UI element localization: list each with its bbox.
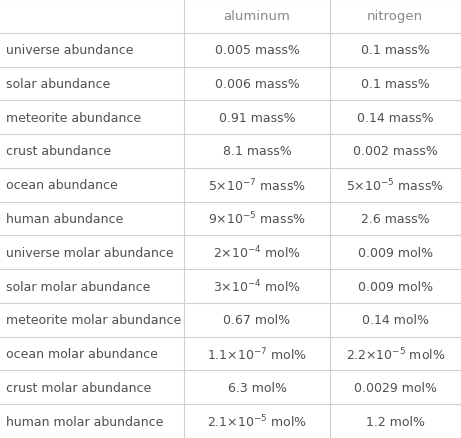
- Text: human molar abundance: human molar abundance: [6, 415, 163, 427]
- Text: 6.3 mol%: 6.3 mol%: [228, 381, 286, 394]
- Text: meteorite molar abundance: meteorite molar abundance: [6, 314, 181, 327]
- Text: crust molar abundance: crust molar abundance: [6, 381, 151, 394]
- Text: ocean molar abundance: ocean molar abundance: [6, 347, 157, 360]
- Text: $1.1{\times}10^{-7}$ mol%: $1.1{\times}10^{-7}$ mol%: [207, 346, 307, 362]
- Text: 0.006 mass%: 0.006 mass%: [215, 78, 299, 91]
- Text: crust abundance: crust abundance: [6, 145, 111, 158]
- Text: $5{\times}10^{-5}$ mass%: $5{\times}10^{-5}$ mass%: [346, 177, 444, 194]
- Text: nitrogen: nitrogen: [367, 11, 423, 23]
- Text: 0.005 mass%: 0.005 mass%: [214, 44, 300, 57]
- Text: solar abundance: solar abundance: [6, 78, 110, 91]
- Text: solar molar abundance: solar molar abundance: [6, 280, 150, 293]
- Text: 0.14 mol%: 0.14 mol%: [362, 314, 429, 327]
- Text: 2.6 mass%: 2.6 mass%: [361, 212, 430, 226]
- Text: $2{\times}10^{-4}$ mol%: $2{\times}10^{-4}$ mol%: [213, 244, 301, 261]
- Text: $2.2{\times}10^{-5}$ mol%: $2.2{\times}10^{-5}$ mol%: [346, 346, 445, 362]
- Text: $2.1{\times}10^{-5}$ mol%: $2.1{\times}10^{-5}$ mol%: [207, 413, 307, 429]
- Text: universe abundance: universe abundance: [6, 44, 133, 57]
- Text: 0.91 mass%: 0.91 mass%: [219, 111, 296, 124]
- Text: 0.1 mass%: 0.1 mass%: [361, 78, 430, 91]
- Text: 1.2 mol%: 1.2 mol%: [366, 415, 425, 427]
- Text: 0.009 mol%: 0.009 mol%: [358, 280, 433, 293]
- Text: 0.0029 mol%: 0.0029 mol%: [354, 381, 437, 394]
- Text: human abundance: human abundance: [6, 212, 123, 226]
- Text: $5{\times}10^{-7}$ mass%: $5{\times}10^{-7}$ mass%: [208, 177, 306, 194]
- Text: $9{\times}10^{-5}$ mass%: $9{\times}10^{-5}$ mass%: [208, 211, 306, 227]
- Text: aluminum: aluminum: [224, 11, 290, 23]
- Text: ocean abundance: ocean abundance: [6, 179, 117, 192]
- Text: universe molar abundance: universe molar abundance: [6, 246, 173, 259]
- Text: meteorite abundance: meteorite abundance: [6, 111, 141, 124]
- Text: $3{\times}10^{-4}$ mol%: $3{\times}10^{-4}$ mol%: [213, 278, 301, 295]
- Text: 8.1 mass%: 8.1 mass%: [223, 145, 291, 158]
- Text: 0.67 mol%: 0.67 mol%: [224, 314, 290, 327]
- Text: 0.14 mass%: 0.14 mass%: [357, 111, 434, 124]
- Text: 0.1 mass%: 0.1 mass%: [361, 44, 430, 57]
- Text: 0.009 mol%: 0.009 mol%: [358, 246, 433, 259]
- Text: 0.002 mass%: 0.002 mass%: [353, 145, 437, 158]
